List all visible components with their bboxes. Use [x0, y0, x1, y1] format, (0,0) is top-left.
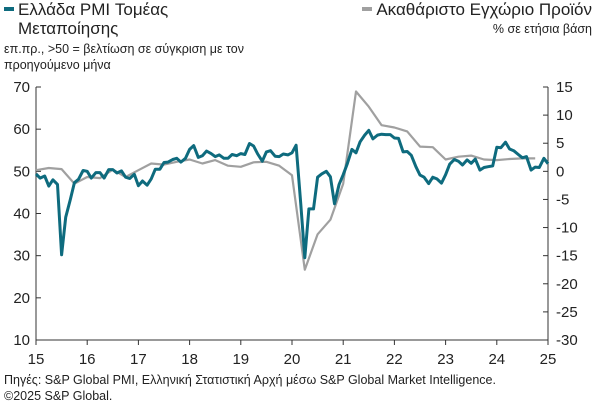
x-tick-label: 16 — [79, 351, 96, 368]
left-axis-subtitle-line2: προηγούμενο μήνα — [4, 58, 111, 72]
x-tick-label: 19 — [232, 351, 249, 368]
right-tick-label: 10 — [556, 107, 573, 124]
legend-gdp: Ακαθάριστο Εγχώριο Προϊόν — [362, 0, 592, 19]
right-tick-label: 15 — [556, 79, 573, 96]
source-footer: Πηγές: S&P Global PMI, Ελληνική Στατιστι… — [4, 372, 496, 404]
left-tick-label: 40 — [13, 206, 30, 223]
x-tick-label: 17 — [130, 351, 147, 368]
x-tick-label: 20 — [284, 351, 301, 368]
x-tick-label: 22 — [386, 351, 403, 368]
line-chart: 10 20 30 40 50 60 70 -30 -25 -20 -15 -10 -5 0 5 10 15 15 1… — [13, 79, 578, 368]
right-tick-label: 0 — [556, 163, 564, 180]
copyright-line: ©2025 S&P Global. — [4, 389, 113, 403]
legend-pmi: Ελλάδα PMI Τομέας Μεταποίησης — [4, 0, 168, 38]
left-tick-label: 10 — [13, 332, 30, 349]
left-tick-label: 30 — [13, 248, 30, 265]
legend-pmi-swatch — [4, 6, 14, 11]
left-tick-label: 70 — [13, 79, 30, 96]
left-axis-subtitle: επ.πρ., >50 = βελτίωση σε σύγκριση με το… — [4, 41, 244, 73]
right-tick-label: -30 — [556, 332, 578, 349]
source-footer-line1: Πηγές: S&P Global PMI, Ελληνική Στατιστι… — [4, 373, 496, 387]
right-tick-label: 5 — [556, 135, 564, 152]
right-tick-label: -25 — [556, 304, 578, 321]
x-tick-label: 15 — [28, 351, 45, 368]
legend-gdp-swatch — [362, 6, 373, 11]
x-tick-label: 24 — [488, 351, 505, 368]
left-tick-label: 20 — [13, 290, 30, 307]
gdp-series-line — [35, 90, 536, 271]
x-tick-label: 25 — [540, 351, 557, 368]
legend-pmi-line2: Μεταποίησης — [18, 19, 119, 38]
x-tick-label: 21 — [335, 351, 352, 368]
right-tick-label: -20 — [556, 276, 578, 293]
right-tick-label: -5 — [556, 191, 569, 208]
legend-pmi-line1: Ελλάδα PMI Τομέας — [18, 0, 169, 19]
right-tick-label: -15 — [556, 248, 578, 265]
right-axis-subtitle: % σε ετήσια βάση — [492, 22, 592, 36]
x-tick-label: 23 — [437, 351, 454, 368]
left-axis-subtitle-line1: επ.πρ., >50 = βελτίωση σε σύγκριση με το… — [4, 42, 244, 56]
x-tick-label: 18 — [181, 351, 198, 368]
pmi-series-line — [34, 128, 550, 260]
left-tick-label: 50 — [13, 163, 30, 180]
left-tick-label: 60 — [13, 121, 30, 138]
right-tick-label: -10 — [556, 220, 578, 237]
legend-gdp-title: Ακαθάριστο Εγχώριο Προϊόν — [376, 0, 592, 19]
